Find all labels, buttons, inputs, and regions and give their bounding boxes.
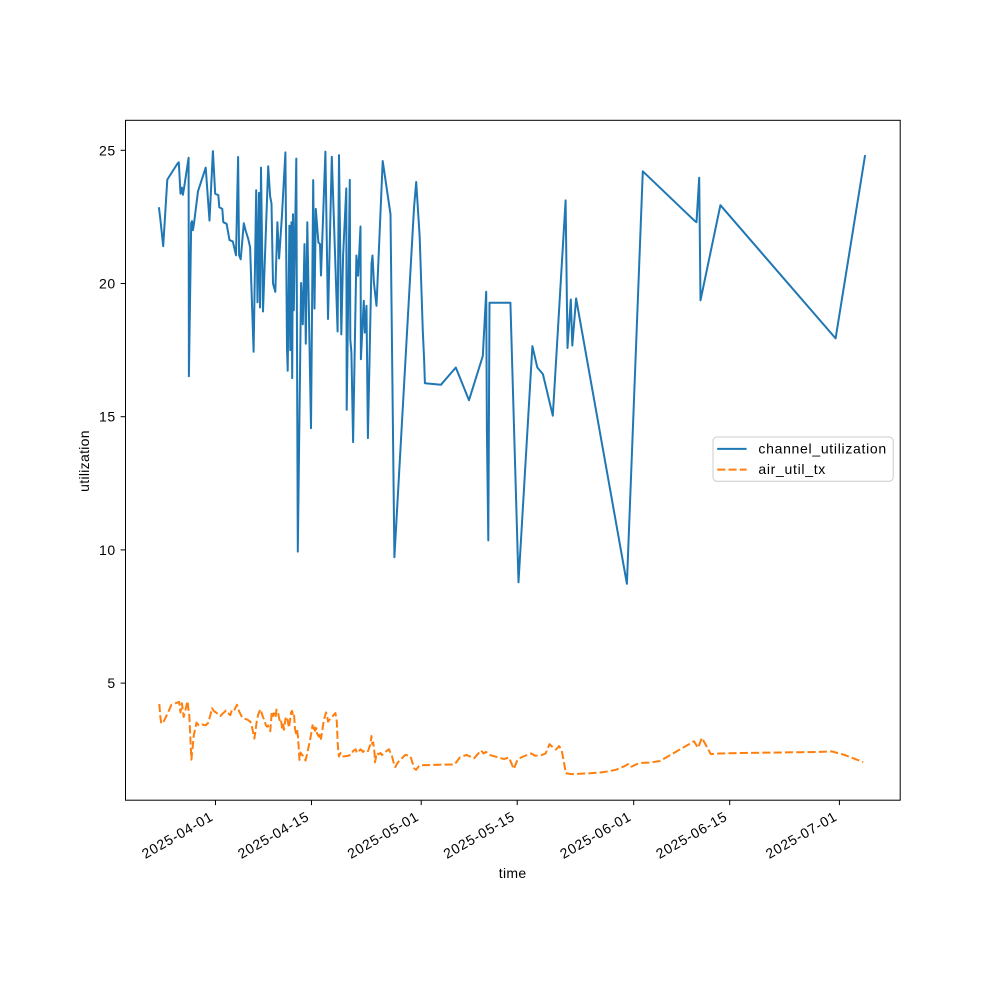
svg-text:10: 10 [99, 542, 116, 558]
svg-text:channel_utilization: channel_utilization [758, 441, 887, 457]
svg-text:utilization: utilization [76, 430, 92, 492]
svg-text:25: 25 [99, 142, 116, 158]
svg-text:air_util_tx: air_util_tx [758, 461, 826, 477]
svg-text:time: time [499, 865, 527, 881]
svg-text:15: 15 [99, 409, 116, 425]
svg-text:5: 5 [107, 675, 115, 691]
svg-text:20: 20 [99, 276, 116, 292]
